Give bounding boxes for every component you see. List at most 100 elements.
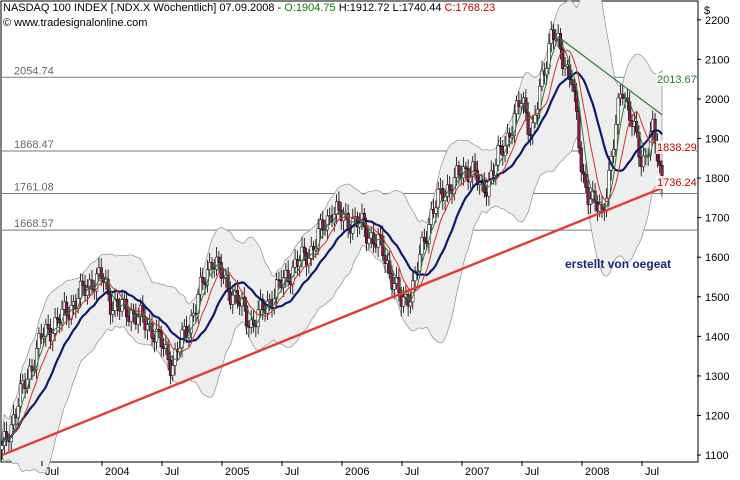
y-tick-label: 1400 bbox=[705, 331, 729, 343]
candle-body bbox=[157, 328, 161, 332]
candle-body bbox=[575, 91, 579, 112]
candle-body bbox=[551, 29, 556, 40]
y-tick-label: 1900 bbox=[705, 134, 729, 146]
candle-body bbox=[508, 132, 512, 138]
candle-body bbox=[563, 66, 567, 69]
candle-body bbox=[390, 273, 394, 290]
candle-body bbox=[540, 70, 544, 87]
candle-body bbox=[185, 326, 189, 339]
candle-body bbox=[376, 234, 380, 248]
annotation-bg bbox=[656, 176, 696, 189]
candle-body bbox=[466, 168, 470, 183]
candle-body bbox=[496, 145, 500, 166]
y-tick-label: 1100 bbox=[705, 450, 729, 462]
y-tick-label: 2000 bbox=[705, 94, 729, 106]
x-tick-label: 2007 bbox=[465, 466, 489, 478]
candle-body bbox=[41, 336, 46, 339]
candle-body bbox=[245, 305, 249, 327]
candle-body bbox=[392, 283, 396, 290]
candle-body bbox=[65, 301, 69, 316]
candle-body bbox=[572, 84, 576, 92]
candle-body bbox=[397, 277, 401, 293]
candle-body bbox=[586, 187, 590, 205]
candle-body bbox=[658, 160, 662, 166]
candle-body bbox=[429, 209, 433, 225]
candle-body bbox=[231, 294, 235, 305]
candle-body bbox=[55, 317, 59, 320]
candle-body bbox=[401, 296, 406, 307]
candle-body bbox=[81, 280, 85, 286]
candle-body bbox=[616, 97, 620, 125]
y-tick-label: 1800 bbox=[705, 173, 729, 185]
candle-body bbox=[141, 304, 145, 317]
candle-body bbox=[468, 175, 473, 183]
header-low: L:1740.44 bbox=[392, 2, 442, 14]
annotation-bg bbox=[656, 73, 696, 86]
candle-body bbox=[221, 277, 226, 279]
candle-body bbox=[383, 255, 387, 264]
candle-body bbox=[321, 219, 325, 231]
annotation-label: 1736.24 bbox=[657, 177, 697, 189]
candle-body bbox=[515, 100, 519, 115]
candle-body bbox=[53, 317, 57, 334]
candle-body bbox=[464, 166, 468, 169]
y-tick-label: 2100 bbox=[705, 54, 729, 66]
x-tick-label: 2006 bbox=[345, 466, 369, 478]
candle-body bbox=[337, 201, 341, 211]
candle-body bbox=[487, 179, 491, 197]
candle-body bbox=[420, 236, 424, 255]
y-tick-label: 1200 bbox=[705, 410, 729, 422]
candle-body bbox=[217, 256, 221, 263]
candle-body bbox=[441, 188, 445, 201]
candle-body bbox=[519, 103, 523, 108]
candle-body bbox=[143, 316, 147, 331]
candle-body bbox=[11, 414, 16, 426]
header-open: O:1904.75 bbox=[284, 2, 336, 14]
header-close: C:1768.23 bbox=[444, 2, 496, 14]
candle-body bbox=[588, 198, 593, 205]
candle-body bbox=[39, 333, 43, 339]
candle-body bbox=[35, 348, 39, 371]
y-tick-label: 1300 bbox=[705, 371, 729, 383]
candle-body bbox=[415, 270, 419, 273]
level-label: 1868.47 bbox=[14, 139, 54, 151]
candle-body bbox=[302, 246, 306, 254]
x-tick-label: 2008 bbox=[585, 466, 609, 478]
candle-body bbox=[129, 310, 133, 322]
candle-body bbox=[136, 315, 140, 325]
candle-body bbox=[445, 184, 449, 197]
candle-body bbox=[621, 93, 625, 99]
candle-body bbox=[145, 324, 149, 331]
candle-body bbox=[533, 114, 537, 124]
candle-body bbox=[418, 254, 422, 272]
candle-body bbox=[90, 279, 94, 290]
y-tick-label: 1600 bbox=[705, 252, 729, 264]
y-tick-label: 1500 bbox=[705, 292, 729, 304]
candle-body bbox=[99, 267, 103, 279]
moving-average-5 bbox=[1, 36, 663, 446]
chart-header: NASDAQ 100 INDEX [.NDX.X Wöchentlich] 07… bbox=[3, 2, 496, 14]
candle-body bbox=[473, 161, 477, 171]
website-credit: © www.tradesignalonline.com bbox=[3, 17, 148, 29]
candle-body bbox=[512, 113, 516, 136]
candle-body bbox=[108, 293, 113, 315]
moving-average-20 bbox=[0, 71, 663, 446]
trend-line bbox=[1, 186, 663, 457]
candle-body bbox=[189, 315, 193, 334]
header-high: H:1912.72 bbox=[338, 2, 390, 14]
candle-body bbox=[538, 85, 542, 110]
x-tick-label: Jul bbox=[405, 466, 419, 478]
candle-body bbox=[422, 236, 426, 242]
candle-body bbox=[434, 207, 438, 214]
candle-body bbox=[457, 165, 461, 176]
moving-average-10 bbox=[1, 49, 663, 446]
x-tick-label: Jul bbox=[165, 466, 179, 478]
x-tick-label: Jul bbox=[285, 466, 299, 478]
candle-body bbox=[286, 270, 290, 282]
header-date: 07.09.2008 bbox=[219, 2, 275, 14]
candle-body bbox=[535, 108, 539, 116]
candle-body bbox=[210, 262, 214, 269]
candle-body bbox=[526, 111, 530, 135]
candle-body bbox=[191, 312, 196, 317]
